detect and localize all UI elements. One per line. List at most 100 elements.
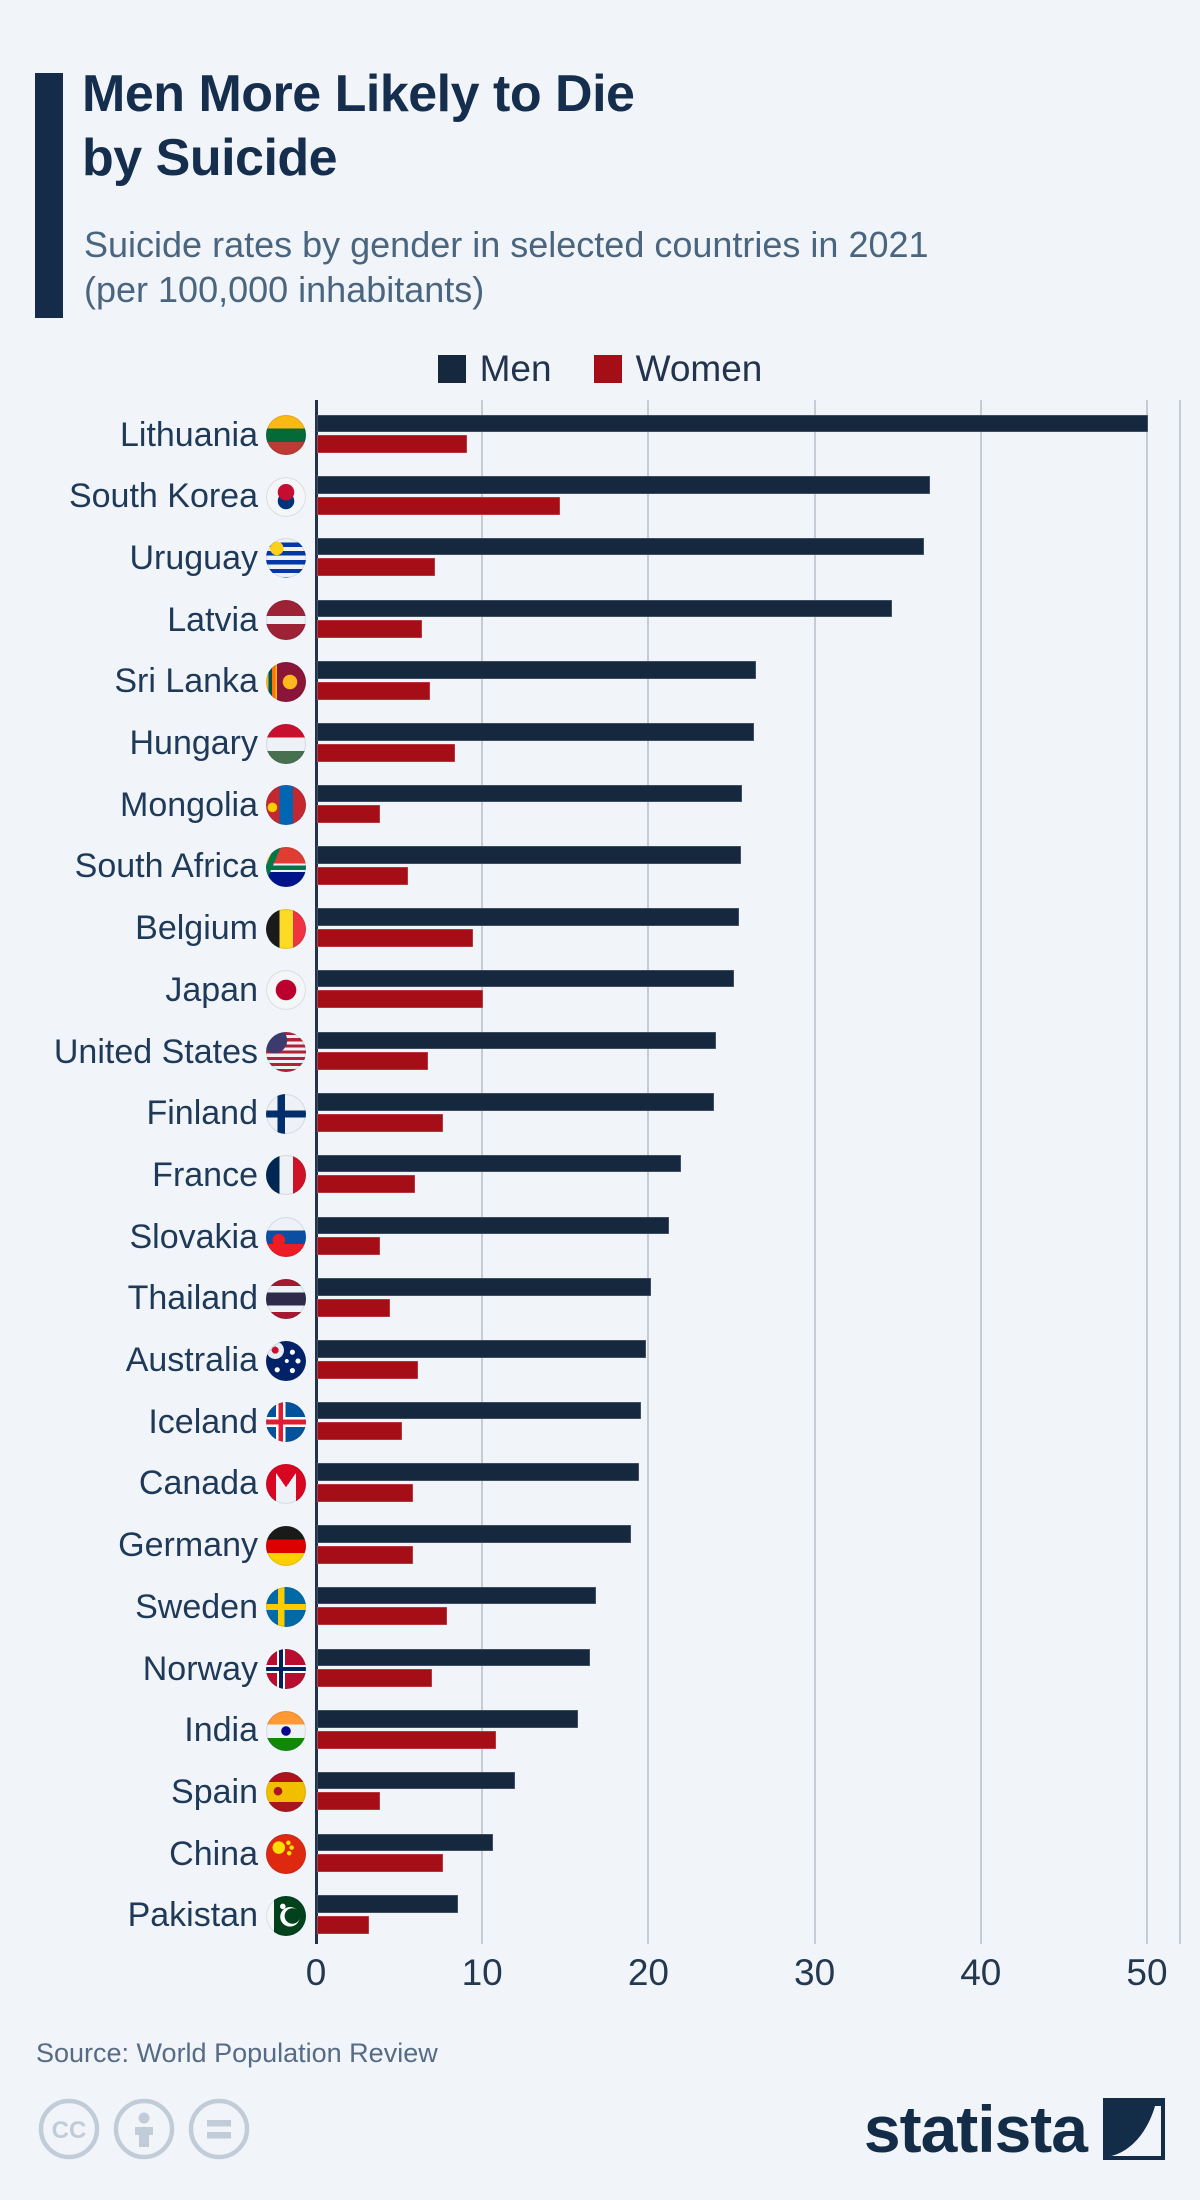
legend-item-men: Men xyxy=(437,348,552,390)
statista-logo-icon xyxy=(1103,2098,1165,2160)
men-bar xyxy=(317,414,1148,432)
men-bar xyxy=(317,1031,716,1049)
flag-hungary-icon xyxy=(266,723,306,764)
women-bar xyxy=(317,928,474,947)
y-axis-line xyxy=(315,400,318,1944)
legend-label-men: Men xyxy=(479,348,552,389)
x-tick-label: 10 xyxy=(461,1952,503,1993)
women-bar xyxy=(317,1113,444,1132)
flag-finland-icon xyxy=(266,1093,306,1134)
men-bar xyxy=(317,1710,578,1728)
flag-france-icon xyxy=(266,1155,306,1196)
country-row: Hungary xyxy=(0,713,1200,775)
men-bar xyxy=(317,537,924,556)
women-bar xyxy=(317,1669,432,1687)
gridline xyxy=(813,400,816,1944)
men-bar xyxy=(317,599,893,618)
country-label: Latvia xyxy=(167,600,258,639)
flag-sri-lanka-icon xyxy=(266,661,306,702)
flag-united-states-icon xyxy=(266,1032,306,1072)
plot-right-edge xyxy=(1179,400,1182,1944)
men-bar xyxy=(317,1278,652,1296)
flag-belgium-icon xyxy=(266,908,306,949)
country-row: Uruguay xyxy=(0,527,1200,589)
country-row: Thailand xyxy=(0,1268,1200,1330)
country-row: Australia xyxy=(0,1330,1200,1392)
country-row: Lithuania xyxy=(0,404,1200,466)
country-label: France xyxy=(152,1155,258,1194)
license-icons: CC xyxy=(38,2098,250,2160)
country-row: Mongolia xyxy=(0,774,1200,836)
country-label: Uruguay xyxy=(129,538,258,577)
subtitle-line-2: (per 100,000 inhabitants) xyxy=(84,269,485,310)
women-bar xyxy=(317,681,431,700)
country-label: Mongolia xyxy=(120,785,258,824)
women-bar xyxy=(317,435,467,453)
country-row: Japan xyxy=(0,959,1200,1021)
country-label: Germany xyxy=(118,1526,258,1565)
country-label: South Africa xyxy=(74,847,258,886)
page-title: Men More Likely to Die by Suicide xyxy=(82,62,635,190)
men-bar xyxy=(317,661,756,679)
flag-japan-icon xyxy=(266,970,306,1011)
women-bar xyxy=(317,1854,444,1873)
men-bar xyxy=(317,969,735,988)
country-label: Finland xyxy=(146,1094,258,1133)
title-accent-bar xyxy=(35,73,63,318)
men-bar xyxy=(317,723,755,741)
x-tick-label: 30 xyxy=(794,1952,836,1993)
x-tick-label: 0 xyxy=(305,1952,327,1993)
svg-text:CC: CC xyxy=(52,2117,87,2144)
country-row: Norway xyxy=(0,1638,1200,1700)
country-row: South Africa xyxy=(0,836,1200,898)
men-bar xyxy=(317,1093,715,1111)
men-bar xyxy=(317,1771,515,1790)
women-bar xyxy=(317,620,422,639)
flag-south-africa-icon xyxy=(266,846,306,887)
women-bar xyxy=(317,1792,381,1811)
country-label: Australia xyxy=(125,1341,258,1379)
title-line-2: by Suicide xyxy=(82,129,338,187)
country-label: China xyxy=(169,1834,258,1873)
men-bar xyxy=(317,784,743,803)
women-bar xyxy=(317,1360,419,1379)
flag-spain-icon xyxy=(266,1772,306,1813)
gridline xyxy=(1146,400,1148,1944)
men-bar xyxy=(317,1586,597,1605)
country-label: Hungary xyxy=(129,724,258,762)
country-row: Canada xyxy=(0,1453,1200,1515)
country-label: Iceland xyxy=(148,1402,258,1441)
flag-pakistan-icon xyxy=(266,1895,306,1936)
x-axis: 0 10 20 30 40 50 xyxy=(0,1944,1200,2004)
women-bar xyxy=(317,743,455,762)
country-row: Finland xyxy=(0,1083,1200,1145)
flag-mongolia-icon xyxy=(266,785,306,826)
statista-brand: statista xyxy=(864,2096,1165,2162)
flag-australia-icon xyxy=(266,1340,306,1381)
country-row: United States xyxy=(0,1021,1200,1083)
country-label: South Korea xyxy=(68,477,258,516)
country-row: Sweden xyxy=(0,1576,1200,1638)
men-bar xyxy=(317,1525,632,1543)
country-label: Slovakia xyxy=(129,1217,258,1256)
flag-china-icon xyxy=(266,1834,306,1875)
flag-sweden-icon xyxy=(266,1587,306,1628)
flag-thailand-icon xyxy=(266,1278,306,1319)
women-bar xyxy=(317,1237,381,1256)
x-tick-label: 50 xyxy=(1126,1952,1168,1993)
women-bar xyxy=(317,496,560,515)
men-bar xyxy=(317,1833,494,1852)
country-label: Lithuania xyxy=(119,415,258,454)
country-row: Germany xyxy=(0,1515,1200,1577)
women-bar xyxy=(317,558,435,577)
country-row: France xyxy=(0,1144,1200,1206)
country-row: Spain xyxy=(0,1761,1200,1823)
chart-legend: Men Women xyxy=(0,348,1200,390)
legend-label-women: Women xyxy=(635,348,763,389)
men-bar xyxy=(317,1401,642,1420)
country-row: Sri Lanka xyxy=(0,651,1200,713)
flag-india-icon xyxy=(266,1710,306,1751)
women-bar xyxy=(317,805,381,824)
country-row: South Korea xyxy=(0,466,1200,528)
